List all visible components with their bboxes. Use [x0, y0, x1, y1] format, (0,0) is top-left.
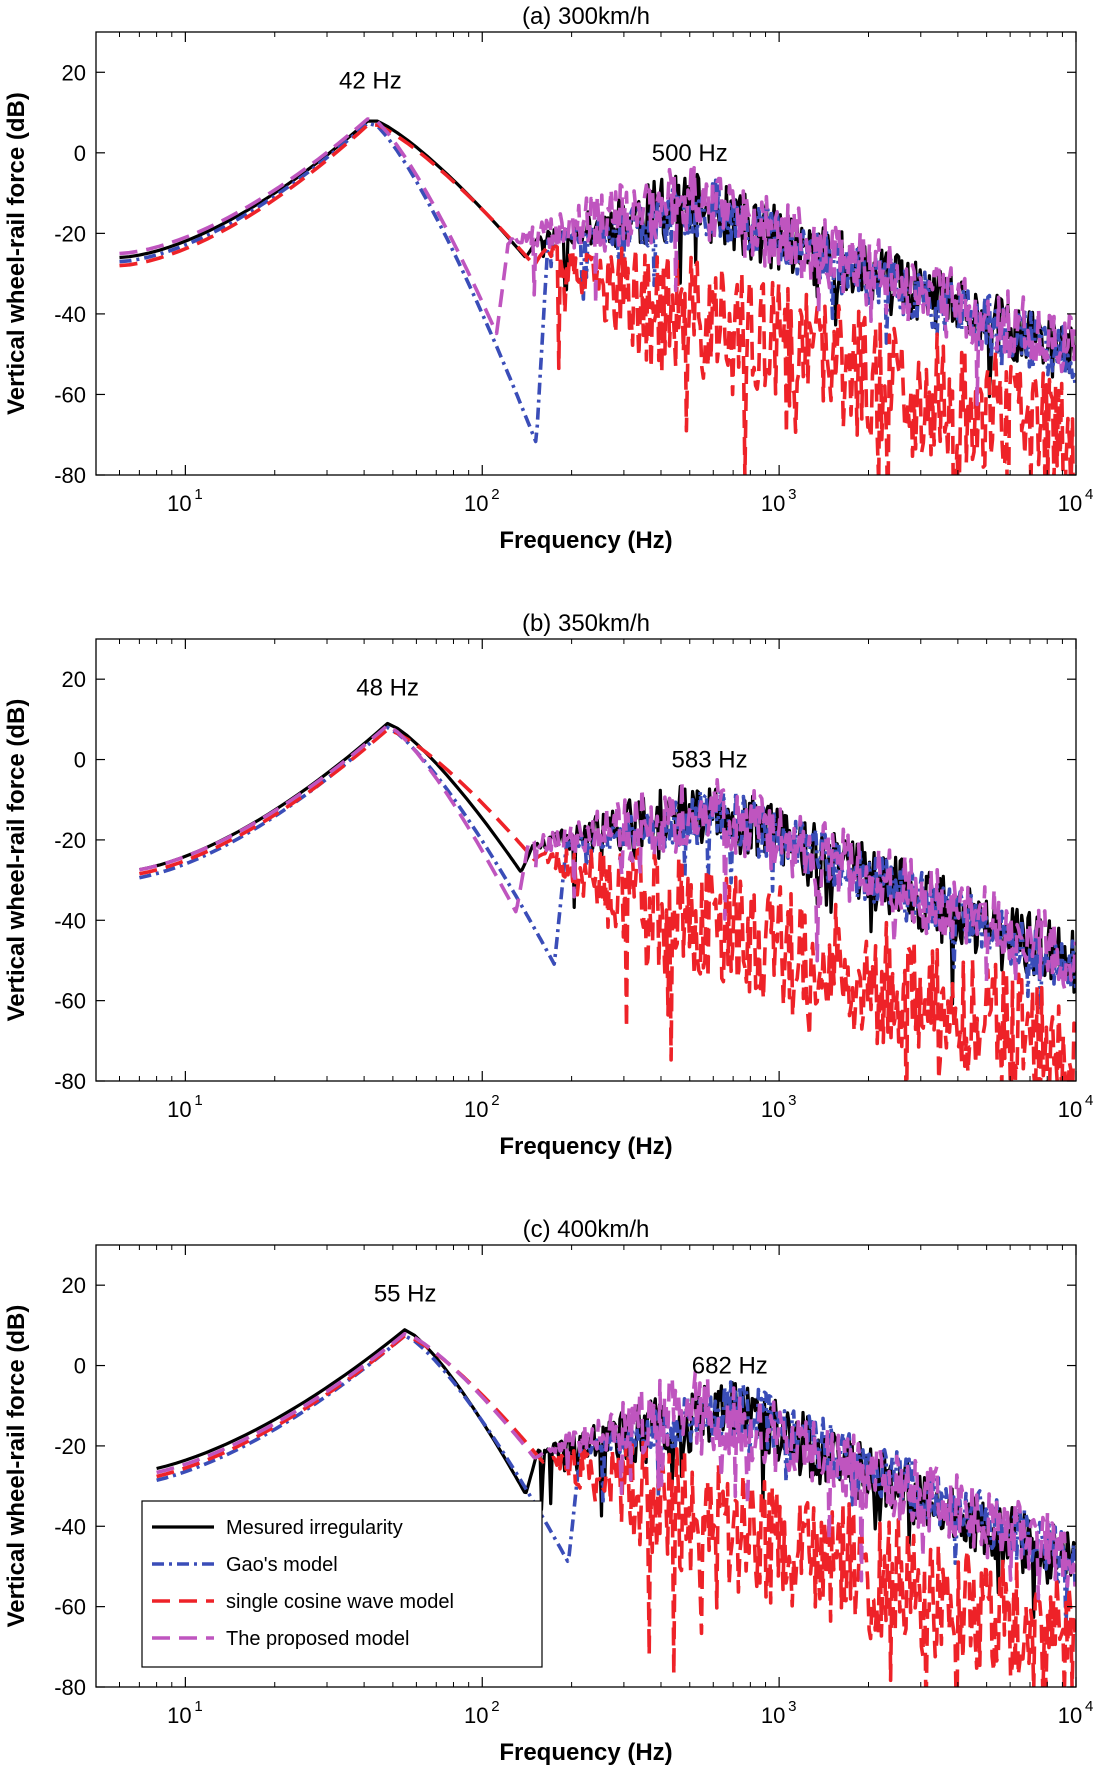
x-tick-exponent: 3	[788, 1092, 796, 1109]
chart-title: (a) 300km/h	[522, 3, 650, 30]
x-tick-label: 10	[464, 1097, 488, 1122]
x-axis-label: Frequency (Hz)	[499, 527, 672, 554]
legend-label: The proposed model	[226, 1628, 409, 1650]
y-tick-label: -60	[54, 989, 86, 1014]
y-tick-label: -20	[54, 221, 86, 246]
chart-title: (b) 350km/h	[522, 610, 650, 637]
x-tick-exponent: 4	[1085, 1698, 1093, 1715]
x-tick-label: 10	[1058, 491, 1082, 516]
x-tick-exponent: 2	[491, 1698, 499, 1715]
x-tick-exponent: 3	[788, 1698, 796, 1715]
legend-label: single cosine wave model	[226, 1591, 454, 1613]
y-tick-label: -40	[54, 1514, 86, 1539]
figure: 200-20-40-60-8010 1 10 2 10 3 10 4(a) 300km/hFr…	[0, 0, 1100, 1786]
y-tick-label: -80	[54, 463, 86, 488]
y-tick-label: -60	[54, 382, 86, 407]
x-tick-label: 10	[1058, 1097, 1082, 1122]
x-tick-exponent: 4	[1085, 486, 1093, 503]
y-tick-label: 20	[62, 60, 86, 85]
x-tick-exponent: 1	[194, 486, 202, 503]
y-tick-label: -40	[54, 908, 86, 933]
legend-label: Mesured irregularity	[226, 1517, 403, 1539]
x-tick-label: 10	[1058, 1703, 1082, 1728]
y-tick-label: 0	[74, 1354, 86, 1379]
x-tick-label: 10	[167, 491, 191, 516]
y-tick-label: -40	[54, 302, 86, 327]
y-tick-label: -60	[54, 1595, 86, 1620]
x-tick-label: 10	[464, 1703, 488, 1728]
x-tick-label: 10	[167, 1703, 191, 1728]
x-tick-label: 10	[761, 1097, 785, 1122]
y-axis-label: Vertical wheel-rail force (dB)	[3, 92, 30, 415]
peak-annotation: 682 Hz	[692, 1353, 768, 1380]
x-tick-label: 10	[761, 491, 785, 516]
legend: Mesured irregularity Gao's model single co…	[142, 1501, 542, 1667]
y-axis-label: Vertical wheel-rail force (dB)	[3, 699, 30, 1022]
y-tick-label: 0	[74, 141, 86, 166]
x-tick-exponent: 1	[194, 1698, 202, 1715]
x-tick-exponent: 2	[491, 486, 499, 503]
y-tick-label: 0	[74, 748, 86, 773]
chart-title: (c) 400km/h	[523, 1216, 650, 1243]
x-tick-label: 10	[464, 491, 488, 516]
peak-annotation: 48 Hz	[356, 674, 419, 701]
peak-annotation: 583 Hz	[672, 747, 748, 774]
y-axis-label: Vertical wheel-rail force (dB)	[3, 1305, 30, 1628]
x-tick-exponent: 4	[1085, 1092, 1093, 1109]
x-tick-exponent: 2	[491, 1092, 499, 1109]
x-tick-label: 10	[761, 1703, 785, 1728]
y-tick-label: 20	[62, 1273, 86, 1298]
peak-annotation: 55 Hz	[374, 1280, 437, 1307]
x-tick-exponent: 3	[788, 486, 796, 503]
peak-annotation: 42 Hz	[339, 67, 402, 94]
x-tick-exponent: 1	[194, 1092, 202, 1109]
peak-annotation: 500 Hz	[652, 140, 728, 167]
y-tick-label: -80	[54, 1069, 86, 1094]
legend-label: Gao's model	[226, 1554, 338, 1576]
x-axis-label: Frequency (Hz)	[499, 1133, 672, 1160]
y-tick-label: -20	[54, 828, 86, 853]
y-tick-label: 20	[62, 667, 86, 692]
y-tick-label: -80	[54, 1675, 86, 1700]
x-tick-label: 10	[167, 1097, 191, 1122]
x-axis-label: Frequency (Hz)	[499, 1739, 672, 1766]
y-tick-label: -20	[54, 1434, 86, 1459]
